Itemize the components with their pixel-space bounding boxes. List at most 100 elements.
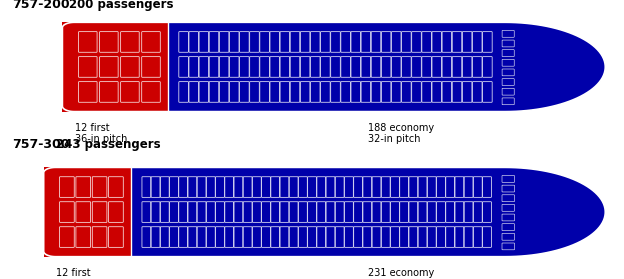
PathPatch shape — [62, 22, 74, 112]
FancyBboxPatch shape — [474, 202, 482, 222]
Text: 12 first
36-in pitch: 12 first 36-in pitch — [56, 268, 109, 279]
FancyBboxPatch shape — [120, 57, 139, 77]
FancyBboxPatch shape — [253, 177, 261, 197]
FancyBboxPatch shape — [189, 32, 198, 52]
FancyBboxPatch shape — [427, 227, 436, 247]
FancyBboxPatch shape — [363, 227, 372, 247]
Text: 757-300: 757-300 — [12, 138, 70, 151]
FancyBboxPatch shape — [335, 177, 344, 197]
FancyBboxPatch shape — [79, 82, 97, 102]
FancyBboxPatch shape — [298, 202, 307, 222]
FancyBboxPatch shape — [197, 177, 206, 197]
FancyBboxPatch shape — [290, 57, 300, 77]
FancyBboxPatch shape — [142, 32, 160, 52]
FancyBboxPatch shape — [234, 202, 243, 222]
FancyBboxPatch shape — [363, 202, 372, 222]
FancyBboxPatch shape — [243, 202, 252, 222]
FancyBboxPatch shape — [464, 177, 473, 197]
FancyBboxPatch shape — [502, 30, 514, 37]
FancyBboxPatch shape — [142, 82, 160, 102]
FancyBboxPatch shape — [502, 224, 514, 230]
FancyBboxPatch shape — [230, 82, 239, 102]
FancyBboxPatch shape — [344, 177, 353, 197]
FancyBboxPatch shape — [179, 82, 188, 102]
FancyBboxPatch shape — [317, 227, 326, 247]
FancyBboxPatch shape — [199, 57, 208, 77]
FancyBboxPatch shape — [502, 175, 514, 182]
FancyBboxPatch shape — [502, 205, 514, 211]
FancyBboxPatch shape — [462, 57, 472, 77]
FancyBboxPatch shape — [92, 227, 107, 247]
FancyBboxPatch shape — [464, 227, 473, 247]
FancyBboxPatch shape — [109, 177, 124, 197]
FancyBboxPatch shape — [280, 177, 289, 197]
FancyBboxPatch shape — [270, 57, 280, 77]
FancyBboxPatch shape — [335, 227, 344, 247]
FancyBboxPatch shape — [391, 82, 401, 102]
FancyBboxPatch shape — [160, 227, 169, 247]
FancyBboxPatch shape — [502, 195, 514, 202]
FancyBboxPatch shape — [207, 202, 215, 222]
FancyBboxPatch shape — [270, 82, 280, 102]
FancyBboxPatch shape — [331, 32, 340, 52]
FancyBboxPatch shape — [455, 202, 464, 222]
PathPatch shape — [62, 22, 605, 112]
FancyBboxPatch shape — [381, 57, 391, 77]
FancyBboxPatch shape — [76, 227, 90, 247]
FancyBboxPatch shape — [372, 227, 381, 247]
FancyBboxPatch shape — [446, 202, 454, 222]
FancyBboxPatch shape — [437, 227, 446, 247]
Bar — [62, 22, 168, 112]
PathPatch shape — [44, 167, 605, 257]
Text: 188 economy
32-in pitch: 188 economy 32-in pitch — [368, 123, 434, 144]
FancyBboxPatch shape — [482, 82, 492, 102]
FancyBboxPatch shape — [142, 227, 151, 247]
FancyBboxPatch shape — [452, 57, 462, 77]
FancyBboxPatch shape — [253, 227, 261, 247]
FancyBboxPatch shape — [391, 57, 401, 77]
FancyBboxPatch shape — [335, 202, 344, 222]
FancyBboxPatch shape — [100, 82, 118, 102]
FancyBboxPatch shape — [432, 32, 442, 52]
FancyBboxPatch shape — [331, 57, 340, 77]
FancyBboxPatch shape — [455, 177, 464, 197]
FancyBboxPatch shape — [418, 177, 427, 197]
FancyBboxPatch shape — [160, 177, 169, 197]
FancyBboxPatch shape — [412, 82, 421, 102]
FancyBboxPatch shape — [446, 177, 454, 197]
FancyBboxPatch shape — [290, 202, 298, 222]
FancyBboxPatch shape — [179, 177, 188, 197]
FancyBboxPatch shape — [290, 82, 300, 102]
FancyBboxPatch shape — [100, 57, 118, 77]
FancyBboxPatch shape — [280, 32, 290, 52]
FancyBboxPatch shape — [120, 82, 139, 102]
FancyBboxPatch shape — [197, 227, 206, 247]
FancyBboxPatch shape — [321, 82, 330, 102]
FancyBboxPatch shape — [261, 177, 270, 197]
FancyBboxPatch shape — [270, 32, 280, 52]
FancyBboxPatch shape — [250, 57, 259, 77]
FancyBboxPatch shape — [371, 57, 381, 77]
FancyBboxPatch shape — [151, 177, 160, 197]
FancyBboxPatch shape — [308, 227, 316, 247]
FancyBboxPatch shape — [341, 57, 351, 77]
FancyBboxPatch shape — [391, 227, 399, 247]
FancyBboxPatch shape — [120, 32, 139, 52]
FancyBboxPatch shape — [240, 82, 249, 102]
FancyBboxPatch shape — [308, 177, 316, 197]
FancyBboxPatch shape — [59, 202, 74, 222]
FancyBboxPatch shape — [427, 177, 436, 197]
FancyBboxPatch shape — [502, 233, 514, 240]
FancyBboxPatch shape — [344, 227, 353, 247]
FancyBboxPatch shape — [402, 82, 411, 102]
FancyBboxPatch shape — [464, 202, 473, 222]
FancyBboxPatch shape — [209, 82, 219, 102]
FancyBboxPatch shape — [100, 32, 118, 52]
FancyBboxPatch shape — [290, 227, 298, 247]
FancyBboxPatch shape — [225, 202, 233, 222]
FancyBboxPatch shape — [372, 177, 381, 197]
FancyBboxPatch shape — [418, 227, 427, 247]
FancyBboxPatch shape — [59, 227, 74, 247]
FancyBboxPatch shape — [209, 57, 219, 77]
FancyBboxPatch shape — [400, 227, 409, 247]
